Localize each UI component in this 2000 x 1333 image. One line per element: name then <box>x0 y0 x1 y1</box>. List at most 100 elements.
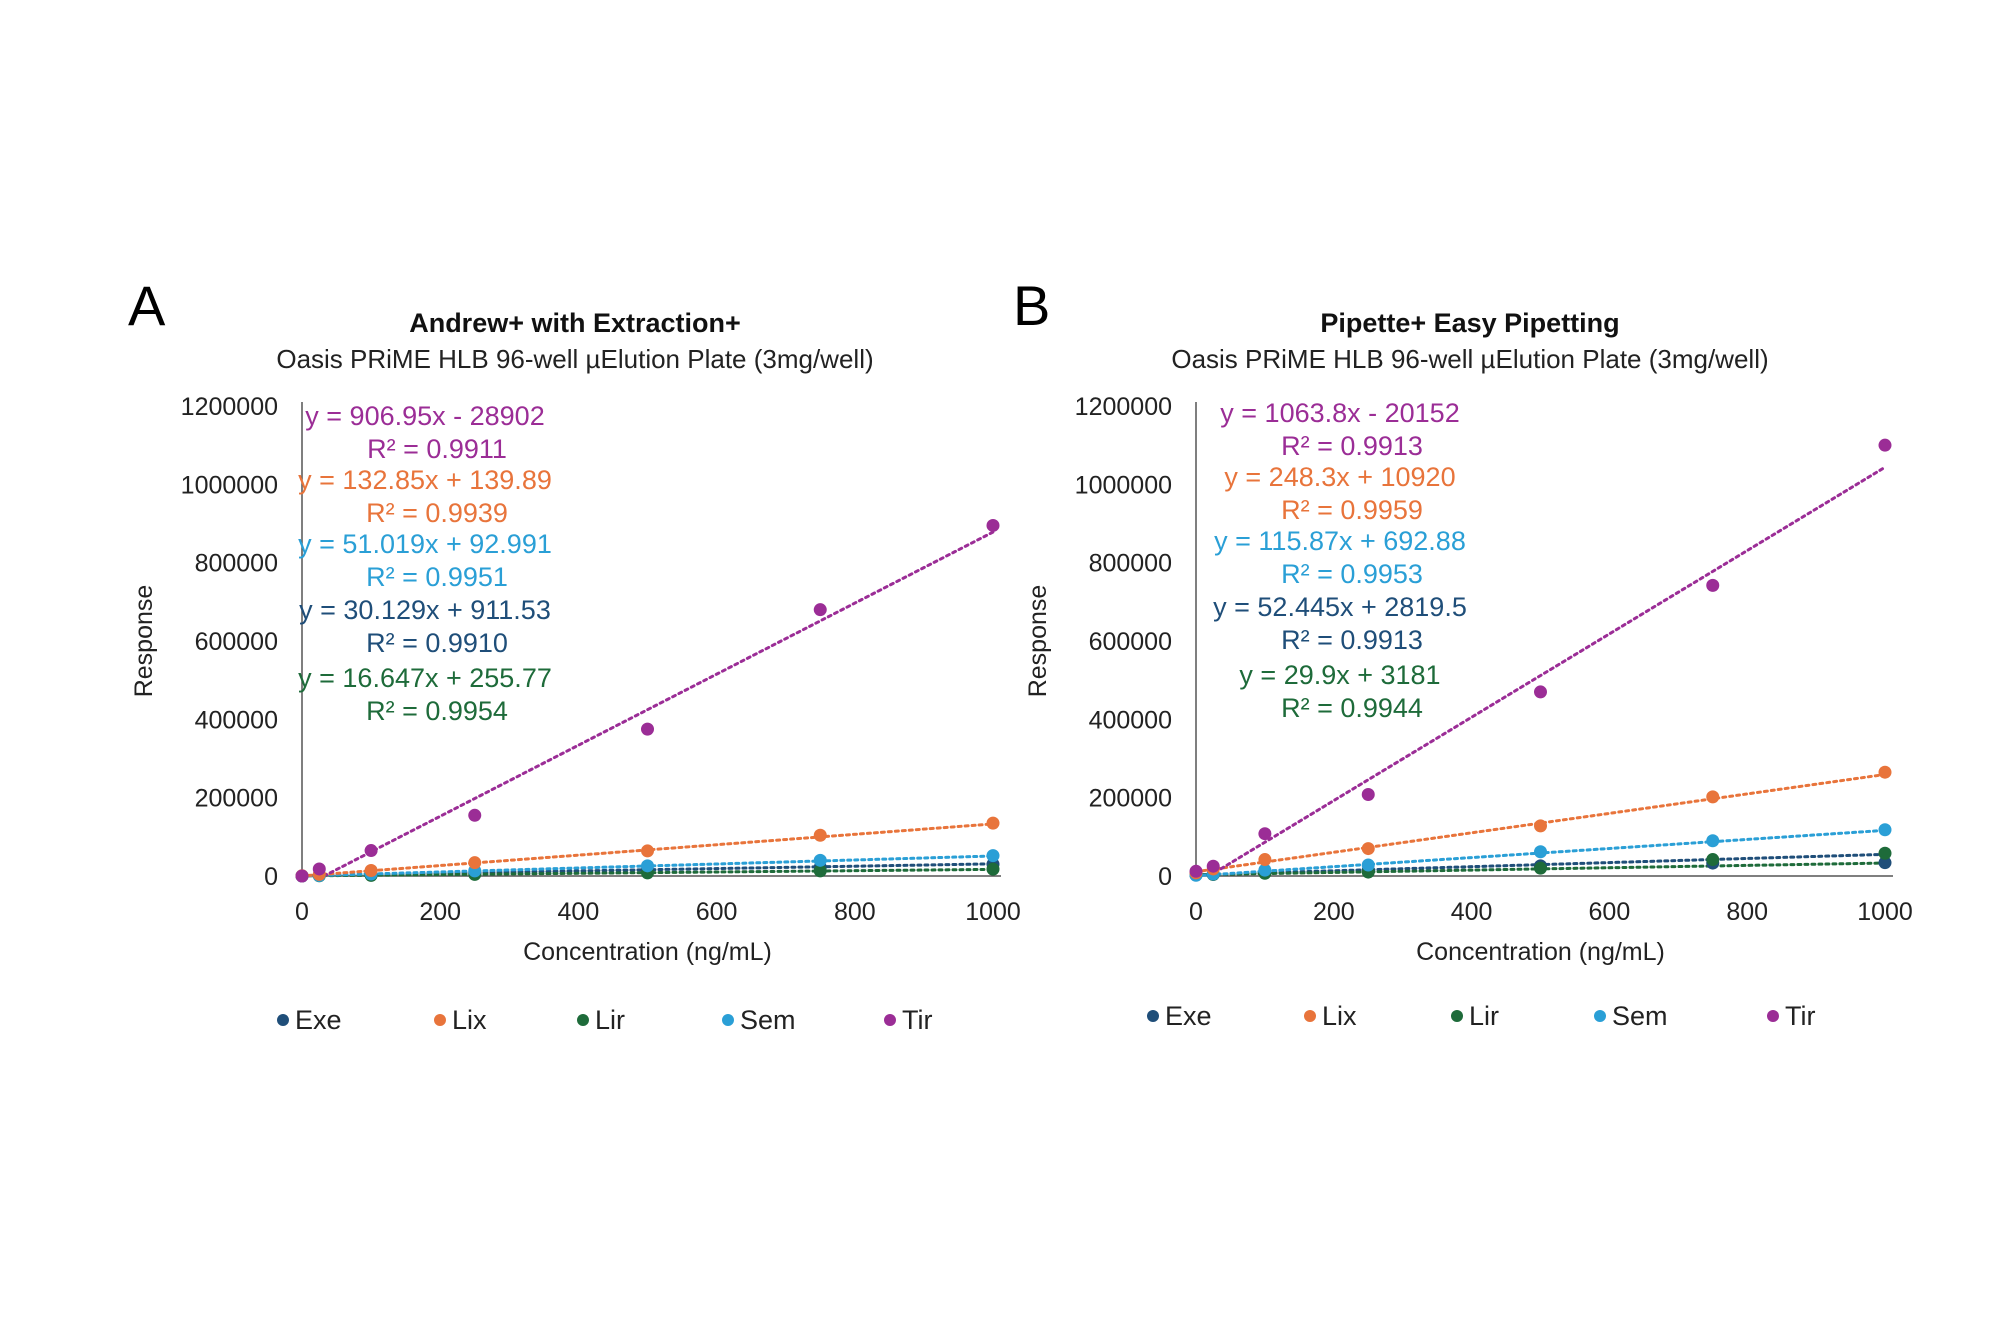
x-tick-label: 400 <box>558 898 600 926</box>
r2-lir: R² = 0.9954 <box>366 696 508 726</box>
point-lix <box>1706 790 1720 804</box>
legend-item-lir: Lir <box>577 1005 625 1035</box>
y-tick-label: 1200000 <box>1075 393 1172 421</box>
x-tick-label: 600 <box>1589 898 1631 926</box>
point-sem <box>986 849 1000 863</box>
x-tick-label: 800 <box>1726 898 1768 926</box>
point-tir <box>1361 788 1375 802</box>
r2-sem: R² = 0.9953 <box>1281 559 1423 589</box>
point-sem <box>1258 863 1272 877</box>
y-tick-label: 400000 <box>195 706 278 734</box>
point-lir <box>813 864 827 878</box>
chart-subtitle: Oasis PRiME HLB 96-well µElution Plate (… <box>1171 344 1768 374</box>
point-lir <box>1706 853 1720 867</box>
legend-label: Lix <box>452 1005 487 1035</box>
point-tir <box>312 862 326 876</box>
point-tir <box>1189 864 1203 878</box>
equation-lir: y = 16.647x + 255.77 <box>298 663 552 693</box>
point-tir <box>1206 859 1220 873</box>
legend-label: Lir <box>595 1005 625 1035</box>
r2-tir: R² = 0.9913 <box>1281 431 1423 461</box>
x-tick-label: 800 <box>834 898 876 926</box>
chart-title: Pipette+ Easy Pipetting <box>1320 308 1619 338</box>
y-tick-label: 1200000 <box>181 393 278 421</box>
point-tir <box>986 518 1000 532</box>
legend-label: Lir <box>1469 1001 1499 1031</box>
r2-lix: R² = 0.9959 <box>1281 495 1423 525</box>
legend-label: Sem <box>1612 1001 1668 1031</box>
legend-marker <box>1594 1010 1606 1022</box>
point-sem <box>1878 823 1892 837</box>
legend-item-sem: Sem <box>722 1005 796 1035</box>
r2-tir: R² = 0.9911 <box>367 434 507 464</box>
equation-tir: y = 1063.8x - 20152 <box>1220 398 1459 428</box>
trendline-lix <box>1194 772 1887 874</box>
point-lix <box>1534 819 1547 833</box>
point-tir <box>641 722 654 736</box>
y-tick-label: 1000000 <box>1075 471 1172 499</box>
legend-item-tir: Tir <box>1767 1001 1815 1031</box>
point-lix <box>1258 853 1272 867</box>
x-tick-label: 1000 <box>965 898 1021 926</box>
y-tick-label: 600000 <box>195 628 278 656</box>
point-lir <box>1878 846 1892 860</box>
point-lix <box>364 864 378 878</box>
trendline-tir <box>1207 465 1887 878</box>
trendline-tir <box>322 530 995 878</box>
x-axis-title: Concentration (ng/mL) <box>523 938 772 966</box>
equation-lix: y = 248.3x + 10920 <box>1224 462 1455 492</box>
point-sem <box>813 853 827 867</box>
chart-panel-a: A Andrew+ with Extraction+ Oasis PRiME HLB… <box>128 274 1021 1035</box>
point-lix <box>986 816 1000 830</box>
x-tick-label: 200 <box>419 898 461 926</box>
point-lir <box>986 862 1000 876</box>
x-tick-label: 1000 <box>1857 898 1913 926</box>
chart-subtitle: Oasis PRiME HLB 96-well µElution Plate (… <box>276 344 873 374</box>
chart-title: Andrew+ with Extraction+ <box>409 308 741 338</box>
point-sem <box>641 859 654 873</box>
equation-lir: y = 29.9x + 3181 <box>1239 660 1440 690</box>
legend-marker <box>1451 1010 1463 1022</box>
legend-marker <box>1147 1010 1159 1022</box>
equation-tir: y = 906.95x - 28902 <box>305 401 544 431</box>
r2-sem: R² = 0.9951 <box>366 562 508 592</box>
legend-marker <box>722 1014 734 1026</box>
legend-marker <box>577 1014 589 1026</box>
legend-label: Sem <box>740 1005 796 1035</box>
point-sem <box>1361 858 1375 872</box>
legend-marker <box>277 1014 289 1026</box>
point-lir <box>1534 861 1547 875</box>
legend-item-sem: Sem <box>1594 1001 1668 1031</box>
point-tir <box>1534 685 1547 699</box>
equation-exe: y = 30.129x + 911.53 <box>299 595 551 625</box>
point-tir <box>1258 827 1272 841</box>
legend-label: Tir <box>1785 1001 1815 1031</box>
y-tick-label: 800000 <box>195 550 278 578</box>
legend-label: Lix <box>1322 1001 1357 1031</box>
point-lix <box>1361 842 1375 856</box>
equation-sem: y = 115.87x + 692.88 <box>1214 526 1466 556</box>
point-tir <box>295 869 309 883</box>
point-lix <box>468 856 482 870</box>
equation-lix: y = 132.85x + 139.89 <box>298 465 552 495</box>
point-tir <box>468 808 482 822</box>
point-tir <box>1878 438 1892 452</box>
y-tick-label: 600000 <box>1089 628 1172 656</box>
x-tick-label: 200 <box>1313 898 1355 926</box>
equation-sem: y = 51.019x + 92.991 <box>298 529 552 559</box>
y-tick-label: 400000 <box>1089 706 1172 734</box>
legend-marker <box>884 1014 896 1026</box>
legend-item-exe: Exe <box>277 1005 342 1035</box>
r2-lix: R² = 0.9939 <box>366 498 508 528</box>
point-tir <box>1706 578 1720 592</box>
point-lix <box>1878 765 1892 779</box>
legend-label: Tir <box>902 1005 932 1035</box>
panel-label: A <box>128 274 166 337</box>
y-tick-label: 0 <box>1158 863 1172 891</box>
x-tick-label: 0 <box>295 898 309 926</box>
point-tir <box>364 844 378 858</box>
y-tick-label: 200000 <box>195 785 278 813</box>
legend-label: Exe <box>1165 1001 1212 1031</box>
x-tick-label: 600 <box>696 898 738 926</box>
